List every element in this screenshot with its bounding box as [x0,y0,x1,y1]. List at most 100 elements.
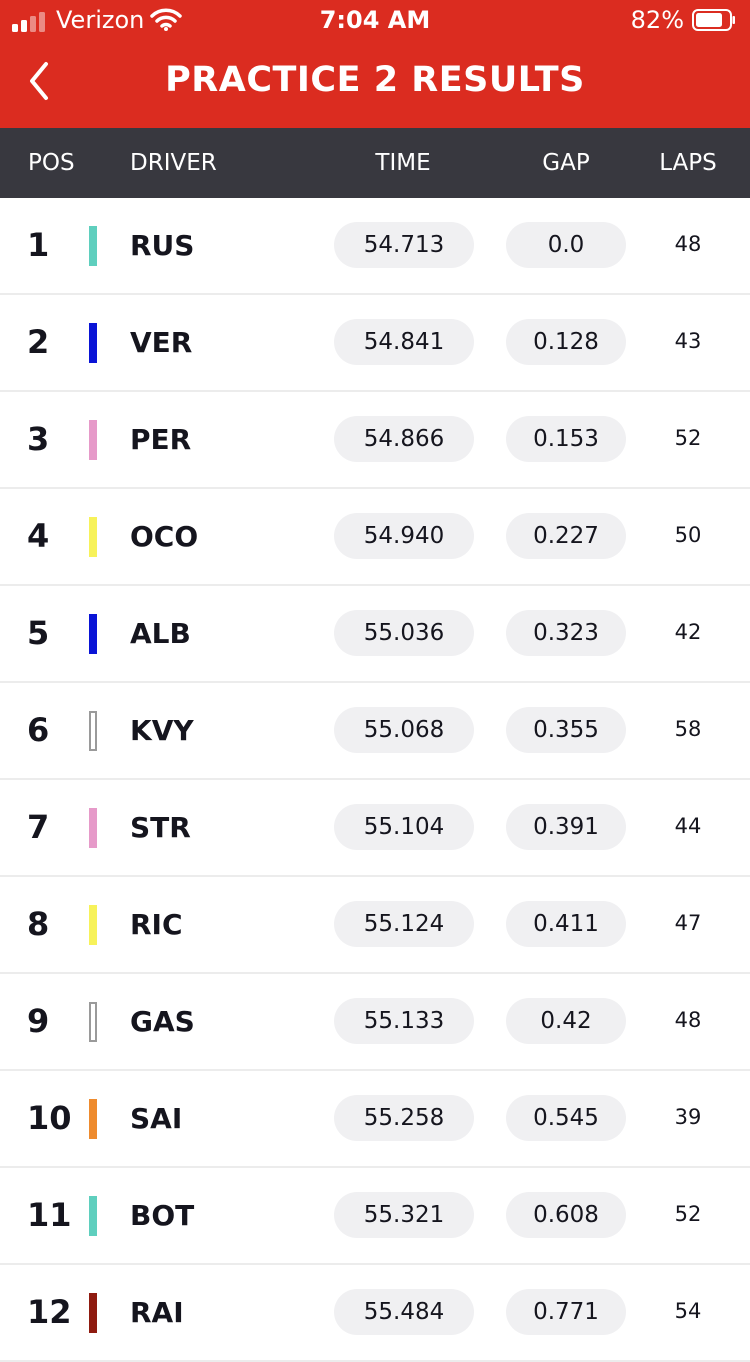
back-button[interactable] [22,58,62,104]
team-color-bar [89,614,97,654]
team-color-bar [89,1099,97,1139]
result-row[interactable]: 5 ALB 55.036 0.323 42 [0,586,750,683]
lap-time: 54.940 [334,513,474,559]
team-color-bar [89,905,97,945]
laps-count: 42 [674,620,702,644]
position: 10 [27,1099,72,1137]
driver-code: SAI [130,1102,183,1135]
lap-time: 55.124 [334,901,474,947]
battery-percent: 82% [630,6,684,34]
gap-value: 0.771 [506,1289,626,1335]
status-time: 7:04 AM [319,6,431,34]
laps-count: 48 [674,1008,702,1032]
result-row[interactable]: 7 STR 55.104 0.391 44 [0,780,750,877]
driver-code: GAS [130,1005,195,1038]
results-list: 1 RUS 54.713 0.0 48 2 VER 54.841 0.128 4… [0,198,750,1362]
gap-value: 0.411 [506,901,626,947]
result-row[interactable]: 4 OCO 54.940 0.227 50 [0,489,750,586]
gap-value: 0.42 [506,998,626,1044]
laps-count: 54 [674,1299,702,1323]
result-row[interactable]: 3 PER 54.866 0.153 52 [0,392,750,489]
status-bar: Verizon 7:04 AM 82% [0,0,750,42]
column-header-time: TIME [375,150,431,176]
driver-code: RIC [130,908,183,941]
team-color-bar [89,323,97,363]
gap-value: 0.0 [506,222,626,268]
position: 4 [27,517,50,555]
team-color-bar [89,420,97,460]
lap-time: 55.036 [334,610,474,656]
position: 8 [27,905,50,943]
driver-code: RAI [130,1296,184,1329]
gap-value: 0.153 [506,416,626,462]
position: 3 [27,420,50,458]
driver-code: ALB [130,617,191,650]
result-row[interactable]: 2 VER 54.841 0.128 43 [0,295,750,392]
column-header-pos: POS [28,150,75,176]
driver-code: STR [130,811,191,844]
laps-count: 58 [674,717,702,741]
result-row[interactable]: 11 BOT 55.321 0.608 52 [0,1168,750,1265]
gap-value: 0.391 [506,804,626,850]
driver-code: PER [130,423,192,456]
column-header-driver: DRIVER [130,150,217,176]
driver-code: RUS [130,229,195,262]
team-color-bar [89,517,97,557]
laps-count: 47 [674,911,702,935]
gap-value: 0.227 [506,513,626,559]
lap-time: 55.068 [334,707,474,753]
position: 7 [27,808,50,846]
lap-time: 55.104 [334,804,474,850]
team-color-bar [89,808,97,848]
laps-count: 52 [674,1202,702,1226]
laps-count: 48 [674,232,702,256]
column-header-gap: GAP [542,150,590,176]
team-color-bar [89,1196,97,1236]
result-row[interactable]: 6 KVY 55.068 0.355 58 [0,683,750,780]
laps-count: 52 [674,426,702,450]
result-row[interactable]: 12 RAI 55.484 0.771 54 [0,1265,750,1362]
position: 2 [27,323,50,361]
page-title: PRACTICE 2 RESULTS [165,60,585,100]
gap-value: 0.545 [506,1095,626,1141]
position: 6 [27,711,50,749]
gap-value: 0.323 [506,610,626,656]
position: 5 [27,614,50,652]
laps-count: 43 [674,329,702,353]
driver-code: OCO [130,520,199,553]
team-color-bar [89,711,97,751]
wifi-icon [150,8,182,31]
result-row[interactable]: 10 SAI 55.258 0.545 39 [0,1071,750,1168]
driver-code: BOT [130,1199,195,1232]
signal-bars-icon [12,12,48,32]
lap-time: 55.258 [334,1095,474,1141]
position: 11 [27,1196,72,1234]
column-header-bar: POS DRIVER TIME GAP LAPS [0,128,750,198]
gap-value: 0.355 [506,707,626,753]
laps-count: 50 [674,523,702,547]
laps-count: 39 [674,1105,702,1129]
team-color-bar [89,1002,97,1042]
laps-count: 44 [674,814,702,838]
position: 9 [27,1002,50,1040]
lap-time: 54.866 [334,416,474,462]
battery-icon [692,9,735,31]
result-row[interactable]: 9 GAS 55.133 0.42 48 [0,974,750,1071]
position: 1 [27,226,50,264]
team-color-bar [89,226,97,266]
lap-time: 54.841 [334,319,474,365]
gap-value: 0.608 [506,1192,626,1238]
column-header-laps: LAPS [659,150,717,176]
driver-code: KVY [130,714,194,747]
gap-value: 0.128 [506,319,626,365]
lap-time: 55.321 [334,1192,474,1238]
lap-time: 55.133 [334,998,474,1044]
driver-code: VER [130,326,193,359]
lap-time: 54.713 [334,222,474,268]
position: 12 [27,1293,72,1331]
result-row[interactable]: 1 RUS 54.713 0.0 48 [0,198,750,295]
team-color-bar [89,1293,97,1333]
lap-time: 55.484 [334,1289,474,1335]
result-row[interactable]: 8 RIC 55.124 0.411 47 [0,877,750,974]
app-header: Verizon 7:04 AM 82% PRACTICE 2 RESULTS [0,0,750,128]
